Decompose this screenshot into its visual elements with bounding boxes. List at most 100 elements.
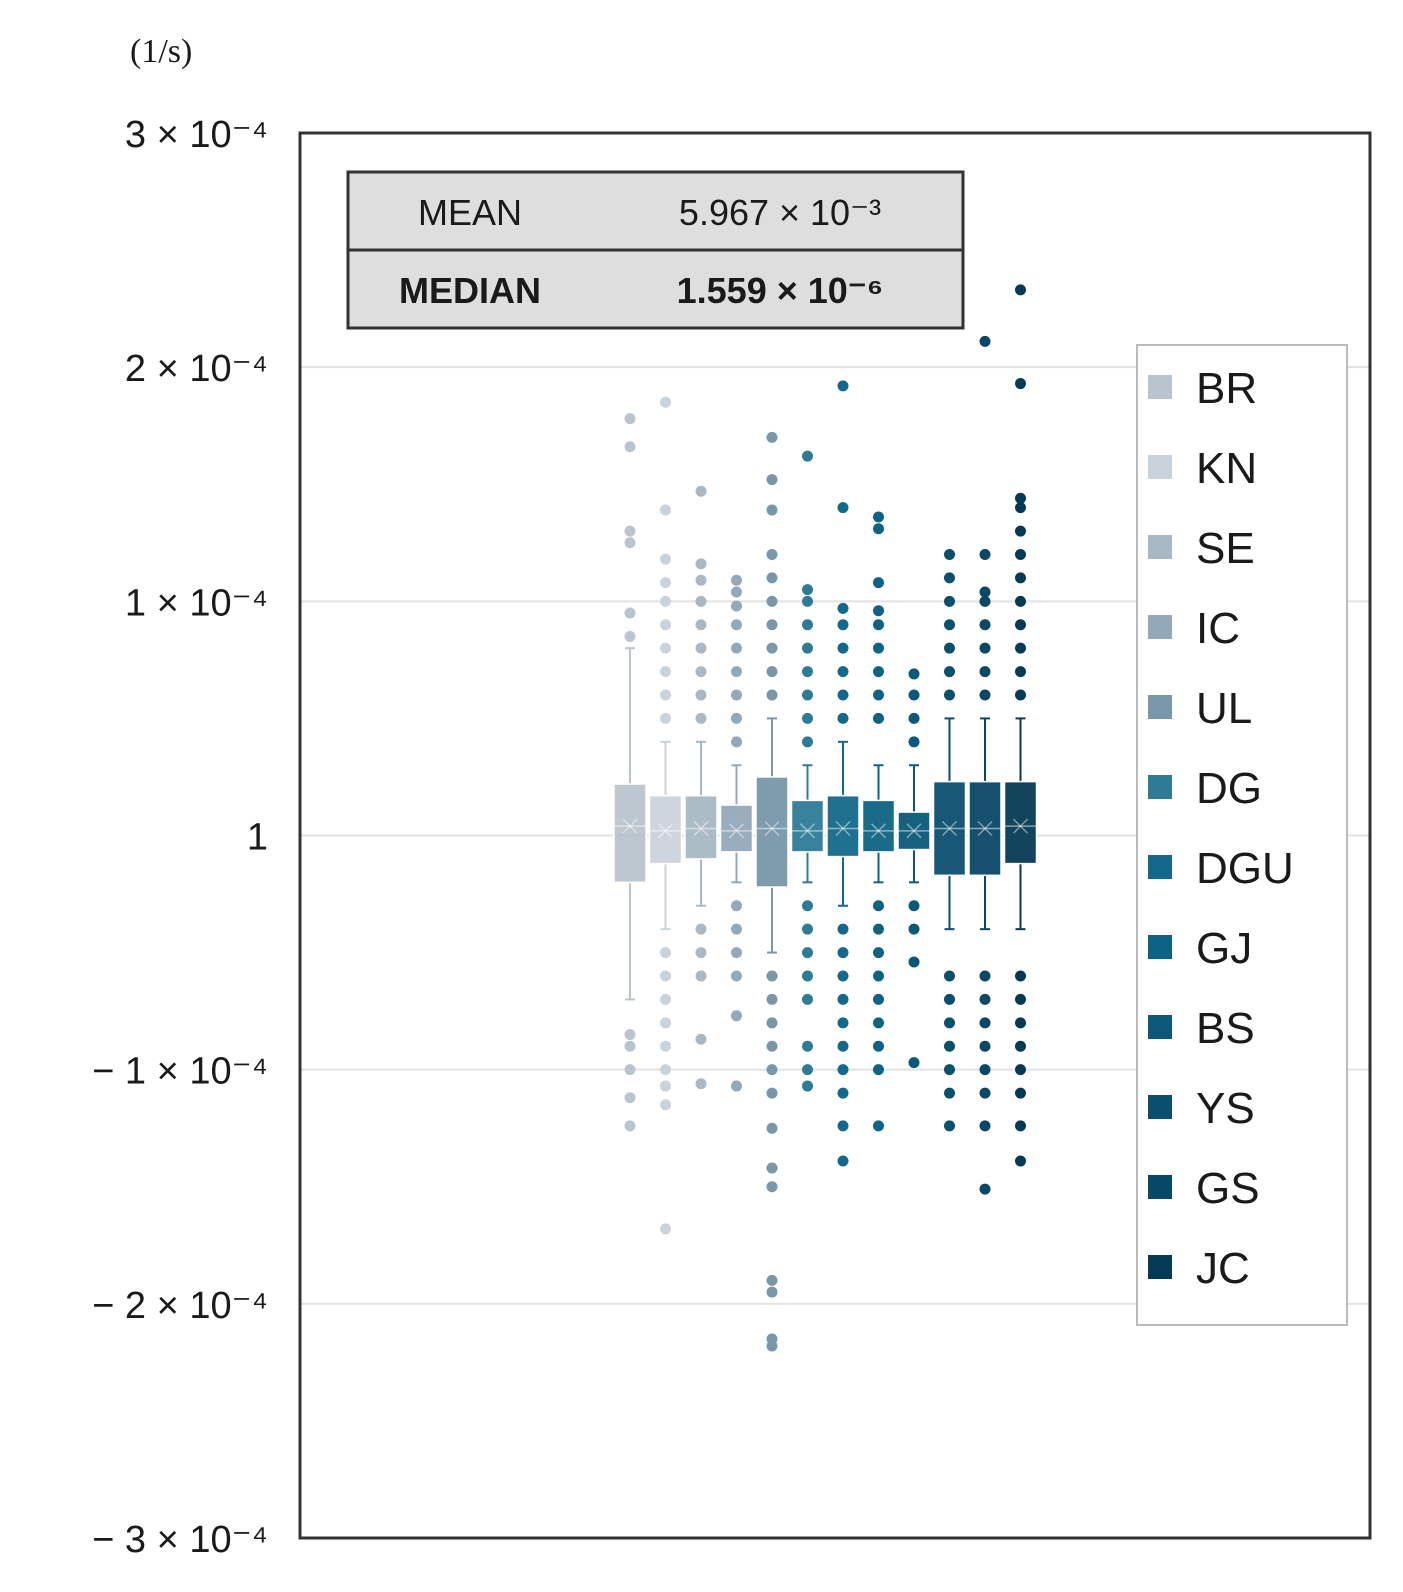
mean-marker [1012, 818, 1029, 834]
outlier-point [660, 619, 671, 631]
outlier-point [873, 689, 884, 701]
outlier-point [944, 549, 955, 560]
outlier-point [837, 1120, 849, 1132]
box-dgu [826, 380, 860, 1167]
legend-item-ic: IC [1148, 604, 1240, 653]
box-iqr [826, 794, 860, 858]
outlier-point [660, 396, 671, 408]
legend-item-ys: YS [1148, 1084, 1255, 1133]
outlier-point [1015, 666, 1026, 678]
outlier-point [766, 1087, 778, 1099]
outlier-point [873, 712, 884, 724]
outlier-point [802, 450, 813, 462]
outlier-point [873, 666, 884, 678]
outlier-point [1015, 378, 1026, 390]
outlier-point [837, 712, 849, 724]
outlier-point [731, 574, 742, 586]
box-ul [755, 431, 789, 1352]
outlier-point [766, 1162, 778, 1174]
legend-swatch [1148, 615, 1172, 639]
mean-marker [693, 820, 709, 837]
legend-swatch [1148, 1255, 1172, 1279]
outlier-point [695, 947, 707, 959]
outlier-point [1015, 619, 1026, 631]
outlier-point [1015, 284, 1026, 296]
outlier-point [1015, 549, 1026, 560]
outlier-point [766, 1340, 778, 1352]
outlier-point [1015, 502, 1026, 514]
outlier-point [660, 947, 671, 959]
mean-marker [693, 820, 709, 837]
outlier-point [624, 1064, 636, 1076]
mean-marker [941, 820, 958, 837]
outlier-point [766, 1064, 778, 1076]
outlier-point [979, 1017, 991, 1029]
legend-swatch [1148, 375, 1172, 399]
legend-frame [1136, 344, 1348, 1326]
outlier-point [1015, 572, 1026, 584]
outlier-point [979, 1120, 991, 1132]
outlier-point [837, 923, 849, 935]
plot-frame [298, 131, 1372, 1540]
outlier-point [873, 1017, 884, 1029]
outlier-point [979, 1040, 991, 1052]
legend-swatch [1148, 1015, 1172, 1039]
outlier-point [766, 549, 778, 560]
outlier-point [695, 485, 707, 497]
mean-marker [622, 818, 638, 834]
legend-swatch [1148, 855, 1172, 879]
outlier-point [802, 736, 813, 748]
outlier-point [1015, 1040, 1026, 1052]
legend-swatch [1148, 455, 1172, 479]
outlier-point [695, 923, 707, 935]
outlier-point [766, 1274, 778, 1286]
outlier-point [766, 666, 778, 678]
legend-item-dg: DG [1148, 764, 1262, 813]
legend-label: BS [1196, 1004, 1255, 1053]
outlier-point [766, 619, 778, 631]
outlier-point [837, 1155, 849, 1167]
box-iqr [613, 783, 647, 884]
outlier-point [624, 525, 636, 537]
outlier-point [944, 1040, 955, 1052]
mean-marker [799, 823, 816, 839]
outlier-point [837, 1040, 849, 1052]
outlier-point [731, 712, 742, 724]
outlier-point [908, 956, 920, 968]
mean-marker [835, 820, 851, 837]
outlier-point [837, 502, 849, 514]
y-tick-label: 1 × 10⁻⁴ [125, 582, 268, 624]
outlier-point [944, 1120, 955, 1132]
outlier-point [731, 923, 742, 935]
outlier-point [624, 1120, 636, 1132]
outlier-point [873, 642, 884, 654]
outlier-point [979, 335, 991, 347]
outlier-point [766, 1017, 778, 1029]
outlier-point [624, 413, 636, 425]
outlier-point [624, 537, 636, 549]
outlier-point [731, 689, 742, 701]
outlier-point [802, 1080, 813, 1092]
mean-marker [657, 823, 674, 839]
mean-marker [977, 820, 993, 837]
legend-label: KN [1196, 444, 1257, 493]
outlier-point [908, 1057, 920, 1069]
mean-marker [728, 823, 745, 839]
legend-label: DG [1196, 764, 1262, 813]
box-iqr [719, 804, 754, 853]
y-axis-unit-label: (1/s) [130, 33, 192, 70]
outlier-point [802, 947, 813, 959]
outlier-point [660, 1099, 671, 1111]
box-br [613, 413, 647, 1132]
outlier-point [695, 712, 707, 724]
outlier-point [837, 689, 849, 701]
outlier-point [1015, 492, 1026, 504]
outlier-point [1015, 1120, 1026, 1132]
outlier-point [802, 970, 813, 982]
mean-marker [799, 823, 816, 839]
median-value: 1.559 × 10⁻⁶ [677, 270, 884, 311]
outlier-point [802, 619, 813, 631]
outlier-point [837, 947, 849, 959]
mean-marker [764, 820, 780, 837]
